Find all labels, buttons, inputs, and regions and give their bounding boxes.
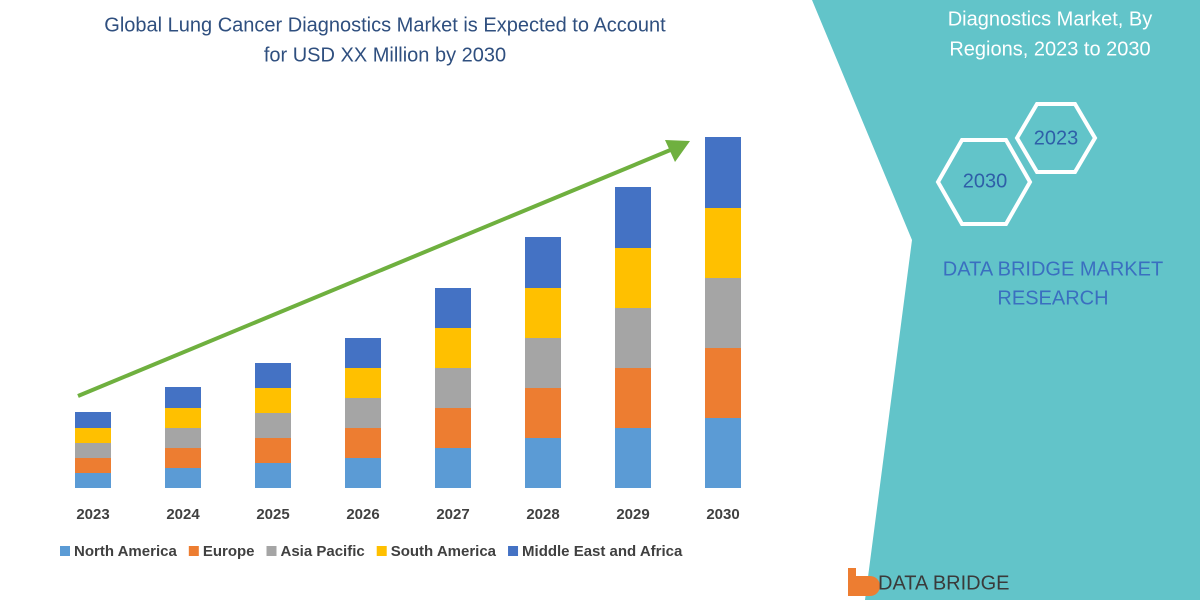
bar-segment: [705, 137, 741, 208]
panel-heading: Regions, 2023 to 2030: [949, 38, 1150, 60]
legend-label: Middle East and Africa: [522, 543, 683, 560]
bar-segment: [435, 328, 471, 368]
logo-text: DATA BRIDGE: [878, 572, 1010, 594]
x-tick-label: 2027: [436, 506, 469, 523]
legend-swatch: [60, 546, 70, 556]
bar-segment: [615, 248, 651, 308]
logo-icon: [848, 568, 880, 596]
x-tick-label: 2028: [526, 506, 559, 523]
bar-segment: [255, 438, 291, 463]
bar-segment: [165, 387, 201, 408]
x-tick-label: 2029: [616, 506, 649, 523]
bar-segment: [255, 388, 291, 413]
legend-label: North America: [74, 543, 177, 560]
bar-segment: [705, 418, 741, 488]
legend-label: South America: [391, 543, 497, 560]
x-tick-label: 2030: [706, 506, 739, 523]
bar-segment: [705, 278, 741, 348]
bar-segment: [435, 288, 471, 328]
bar-segment: [165, 408, 201, 428]
legend-label: Asia Pacific: [281, 543, 365, 560]
bar-segment: [705, 208, 741, 278]
legend-swatch: [188, 546, 199, 556]
legend-swatch: [376, 546, 387, 556]
bar-segment: [75, 458, 111, 473]
bar-segment: [75, 428, 111, 443]
bar-segment: [615, 368, 651, 428]
brand-text: RESEARCH: [997, 287, 1108, 309]
bar-segment: [525, 288, 561, 338]
chart-title: for USD XX Million by 2030: [264, 44, 506, 66]
trend-arrow-head: [665, 140, 690, 162]
bar-segment: [435, 368, 471, 408]
panel-heading: Diagnostics Market, By: [948, 8, 1153, 30]
plot: 2023 2024 2025 2026 2027 2028 2029 2030 North Am…: [60, 137, 741, 560]
bar-segment: [435, 408, 471, 448]
bar-segment: [615, 428, 651, 488]
trend-arrow: [77, 144, 681, 398]
bar-segment: [165, 428, 201, 448]
bar-segment: [525, 338, 561, 388]
bar-segment: [615, 187, 651, 248]
x-tick-label: 2026: [346, 506, 379, 523]
x-tick-label: 2024: [166, 506, 200, 523]
bar-segment: [525, 388, 561, 438]
hexagon-label: 2023: [1034, 127, 1079, 149]
bar-segment: [75, 412, 111, 428]
hexagon: [1014, 102, 1098, 174]
bar-segment: [705, 348, 741, 418]
bar-segment: [255, 363, 291, 388]
bar-segment: [255, 413, 291, 438]
legend-swatch: [266, 546, 277, 556]
bar-segment: [345, 398, 381, 428]
bar-segment: [345, 368, 381, 398]
x-tick-label: 2023: [76, 506, 109, 523]
bar-segment: [345, 338, 381, 368]
chart-title: Global Lung Cancer Diagnostics Market is…: [104, 14, 666, 36]
brand-text: DATA BRIDGE MARKET: [943, 258, 1163, 280]
bar-segment: [165, 468, 201, 488]
bar-segment: [75, 473, 111, 488]
bar-segment: [615, 308, 651, 368]
bar-segment: [75, 443, 111, 458]
bar-segment: [345, 458, 381, 488]
side-panel: [812, 0, 1200, 600]
legend-label: Europe: [203, 543, 255, 560]
bar-segment: [435, 448, 471, 488]
bar-segment: [345, 428, 381, 458]
hexagon-label: 2030: [963, 170, 1008, 192]
bar-segment: [525, 438, 561, 488]
x-tick-label: 2025: [256, 506, 289, 523]
bar-segment: [165, 448, 201, 468]
bar-segment: [255, 463, 291, 488]
hexagon: [935, 138, 1033, 226]
bar-segment: [525, 237, 561, 288]
legend-swatch: [508, 546, 519, 556]
